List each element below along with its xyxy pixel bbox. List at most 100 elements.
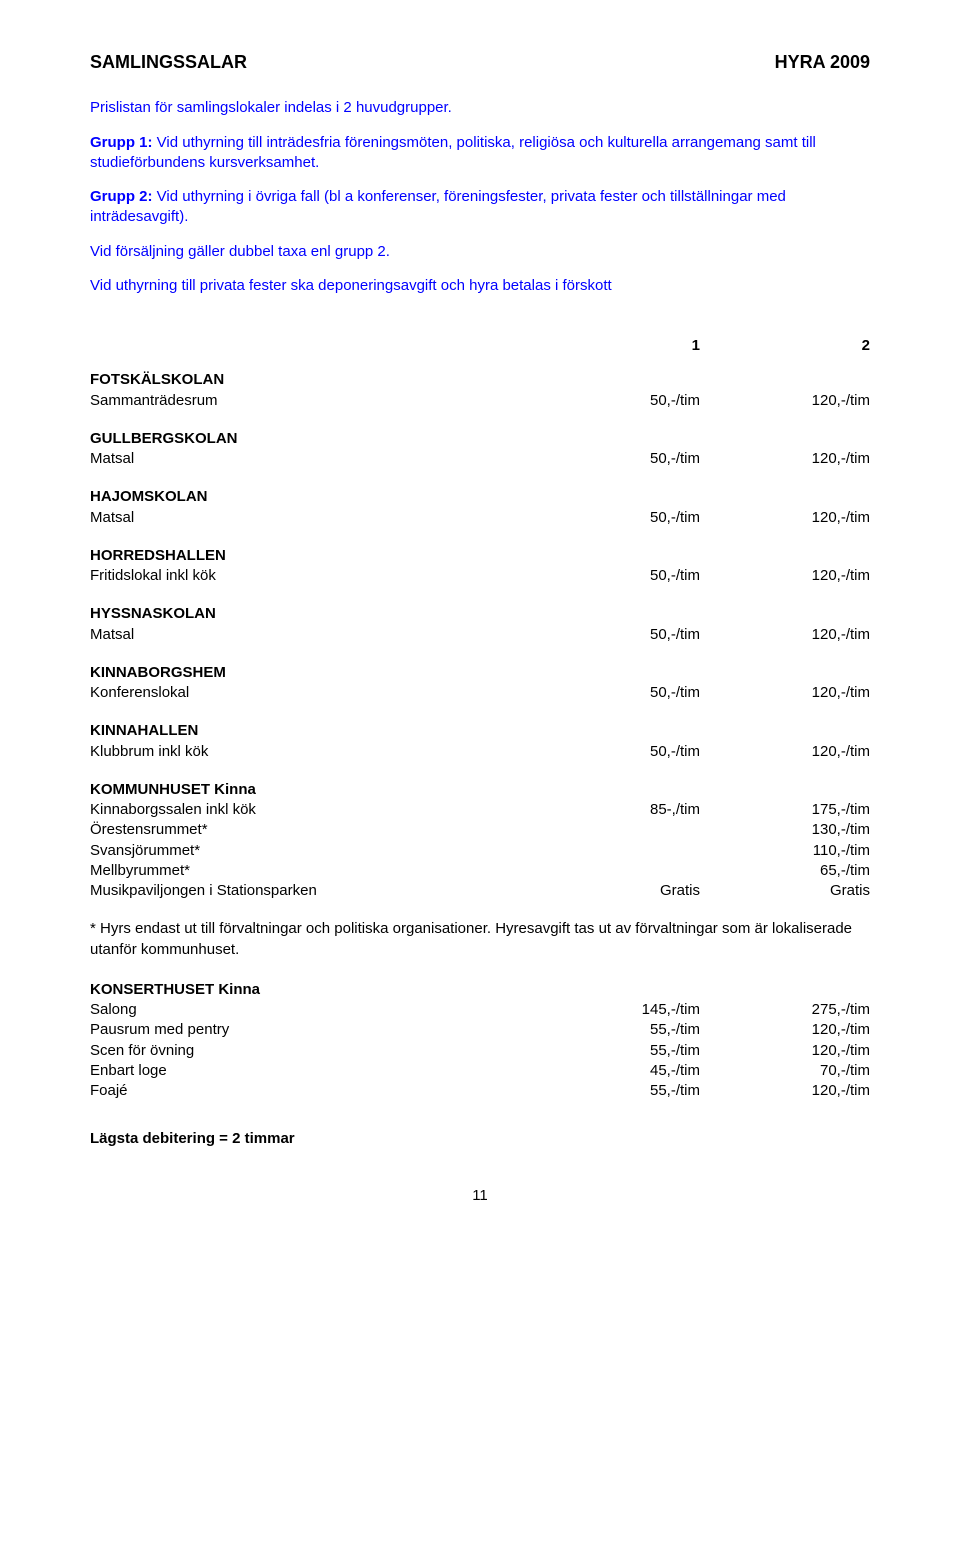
table-row: Enbart loge 45,-/tim 70,-/tim xyxy=(90,1061,870,1081)
lowest-charge: Lägsta debitering = 2 timmar xyxy=(90,1129,870,1149)
table-row: Musikpaviljongen i Stationsparken Gratis… xyxy=(90,881,870,901)
table-row: Foajé 55,-/tim 120,-/tim xyxy=(90,1081,870,1101)
row-c2: 120,-/tim xyxy=(700,508,870,528)
col-2-header: 2 xyxy=(700,336,870,356)
section-horred: HORREDSHALLEN Fritidslokal inkl kök 50,-… xyxy=(90,546,870,587)
table-row: Fritidslokal inkl kök 50,-/tim 120,-/tim xyxy=(90,566,870,586)
row-label: Scen för övning xyxy=(90,1041,530,1061)
intro-p4: Vid försäljning gäller dubbel taxa enl g… xyxy=(90,242,870,262)
row-label: Salong xyxy=(90,1000,530,1020)
row-c2: 120,-/tim xyxy=(700,683,870,703)
table-row: Matsal 50,-/tim 120,-/tim xyxy=(90,449,870,469)
row-c2: 120,-/tim xyxy=(700,1041,870,1061)
section-title: GULLBERGSKOLAN xyxy=(90,429,870,449)
row-label: Örestensrummet* xyxy=(90,820,530,840)
row-label: Matsal xyxy=(90,508,530,528)
table-row: Mellbyrummet* 65,-/tim xyxy=(90,861,870,881)
intro-p3-label: Grupp 2: xyxy=(90,188,153,205)
row-label: Musikpaviljongen i Stationsparken xyxy=(90,881,530,901)
section-kinnahall: KINNAHALLEN Klubbrum inkl kök 50,-/tim 1… xyxy=(90,721,870,762)
col-1-header: 1 xyxy=(530,336,700,356)
intro-block: Prislistan för samlingslokaler indelas i… xyxy=(90,98,870,296)
table-row: Örestensrummet* 130,-/tim xyxy=(90,820,870,840)
row-c1: 50,-/tim xyxy=(530,508,700,528)
table-row: Sammanträdesrum 50,-/tim 120,-/tim xyxy=(90,391,870,411)
row-c2: Gratis xyxy=(700,881,870,901)
section-konsert: KONSERTHUSET Kinna Salong 145,-/tim 275,… xyxy=(90,980,870,1102)
row-c1 xyxy=(530,861,700,881)
footnote: * Hyrs endast ut till förvaltningar och … xyxy=(90,919,870,960)
row-c2: 120,-/tim xyxy=(700,1020,870,1040)
table-row: Klubbrum inkl kök 50,-/tim 120,-/tim xyxy=(90,742,870,762)
row-label: Pausrum med pentry xyxy=(90,1020,530,1040)
section-title: KINNABORGSHEM xyxy=(90,663,870,683)
header-left: SAMLINGSSALAR xyxy=(90,50,247,74)
intro-p3: Grupp 2: Vid uthyrning i övriga fall (bl… xyxy=(90,187,870,228)
row-c1: 50,-/tim xyxy=(530,566,700,586)
section-title: HAJOMSKOLAN xyxy=(90,487,870,507)
page-header: SAMLINGSSALAR HYRA 2009 xyxy=(90,50,870,74)
intro-p2-label: Grupp 1: xyxy=(90,134,153,151)
row-c2: 120,-/tim xyxy=(700,1081,870,1101)
intro-p1: Prislistan för samlingslokaler indelas i… xyxy=(90,98,870,118)
table-row: Konferenslokal 50,-/tim 120,-/tim xyxy=(90,683,870,703)
row-c2: 120,-/tim xyxy=(700,742,870,762)
section-kinnaborg: KINNABORGSHEM Konferenslokal 50,-/tim 12… xyxy=(90,663,870,704)
intro-p3-text: Vid uthyrning i övriga fall (bl a konfer… xyxy=(90,188,786,225)
row-c1: 50,-/tim xyxy=(530,683,700,703)
table-row: Scen för övning 55,-/tim 120,-/tim xyxy=(90,1041,870,1061)
row-c2: 65,-/tim xyxy=(700,861,870,881)
section-kommunhus: KOMMUNHUSET Kinna Kinnaborgssalen inkl k… xyxy=(90,780,870,902)
header-right: HYRA 2009 xyxy=(775,50,870,74)
row-c1: 85-,/tim xyxy=(530,800,700,820)
row-c2: 275,-/tim xyxy=(700,1000,870,1020)
section-hajom: HAJOMSKOLAN Matsal 50,-/tim 120,-/tim xyxy=(90,487,870,528)
row-label: Enbart loge xyxy=(90,1061,530,1081)
table-row: Svansjörummet* 110,-/tim xyxy=(90,841,870,861)
intro-p2-text: Vid uthyrning till inträdesfria förening… xyxy=(90,134,816,171)
row-label: Matsal xyxy=(90,625,530,645)
row-c2: 120,-/tim xyxy=(700,391,870,411)
table-row: Pausrum med pentry 55,-/tim 120,-/tim xyxy=(90,1020,870,1040)
row-label: Svansjörummet* xyxy=(90,841,530,861)
row-c2: 175,-/tim xyxy=(700,800,870,820)
row-label: Kinnaborgssalen inkl kök xyxy=(90,800,530,820)
column-header: 1 2 xyxy=(90,336,870,356)
row-c2: 130,-/tim xyxy=(700,820,870,840)
row-c1: 50,-/tim xyxy=(530,449,700,469)
row-c1: Gratis xyxy=(530,881,700,901)
row-label: Klubbrum inkl kök xyxy=(90,742,530,762)
row-c2: 120,-/tim xyxy=(700,625,870,645)
row-label: Konferenslokal xyxy=(90,683,530,703)
row-label: Sammanträdesrum xyxy=(90,391,530,411)
section-title: KINNAHALLEN xyxy=(90,721,870,741)
section-title: HORREDSHALLEN xyxy=(90,546,870,566)
row-c1: 50,-/tim xyxy=(530,391,700,411)
row-c1 xyxy=(530,841,700,861)
row-c1: 50,-/tim xyxy=(530,625,700,645)
row-label: Matsal xyxy=(90,449,530,469)
table-row: Matsal 50,-/tim 120,-/tim xyxy=(90,508,870,528)
row-c1: 145,-/tim xyxy=(530,1000,700,1020)
row-c1: 50,-/tim xyxy=(530,742,700,762)
row-c1: 45,-/tim xyxy=(530,1061,700,1081)
section-hyssna: HYSSNASKOLAN Matsal 50,-/tim 120,-/tim xyxy=(90,604,870,645)
row-label: Fritidslokal inkl kök xyxy=(90,566,530,586)
row-label: Mellbyrummet* xyxy=(90,861,530,881)
section-title: KOMMUNHUSET Kinna xyxy=(90,780,870,800)
table-row: Kinnaborgssalen inkl kök 85-,/tim 175,-/… xyxy=(90,800,870,820)
section-title: KONSERTHUSET Kinna xyxy=(90,980,870,1000)
row-c1: 55,-/tim xyxy=(530,1020,700,1040)
section-title: HYSSNASKOLAN xyxy=(90,604,870,624)
row-c2: 110,-/tim xyxy=(700,841,870,861)
row-c2: 120,-/tim xyxy=(700,449,870,469)
row-c2: 70,-/tim xyxy=(700,1061,870,1081)
table-row: Salong 145,-/tim 275,-/tim xyxy=(90,1000,870,1020)
section-fotskal: FOTSKÄLSKOLAN Sammanträdesrum 50,-/tim 1… xyxy=(90,370,870,411)
row-c1: 55,-/tim xyxy=(530,1041,700,1061)
row-c1: 55,-/tim xyxy=(530,1081,700,1101)
section-gullberg: GULLBERGSKOLAN Matsal 50,-/tim 120,-/tim xyxy=(90,429,870,470)
row-c2: 120,-/tim xyxy=(700,566,870,586)
row-label: Foajé xyxy=(90,1081,530,1101)
table-row: Matsal 50,-/tim 120,-/tim xyxy=(90,625,870,645)
